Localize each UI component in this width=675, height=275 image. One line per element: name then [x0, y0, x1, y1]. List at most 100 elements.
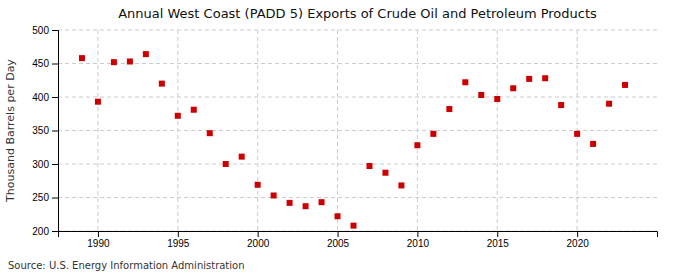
y-tick-label: 200 [32, 226, 49, 237]
x-tick: 1995 [167, 231, 190, 249]
point [95, 99, 101, 105]
point [398, 182, 404, 188]
point [223, 161, 229, 167]
point [271, 192, 277, 198]
point [159, 81, 165, 87]
y-tick-label: 300 [32, 159, 49, 170]
y-tick-label: 450 [32, 58, 49, 69]
y-tick-mark [52, 198, 58, 199]
point [207, 130, 213, 136]
x-tick-mark [98, 231, 99, 237]
y-grid-line [58, 164, 657, 165]
x-tick-label: 2020 [567, 238, 590, 249]
y-tick-mark [52, 164, 58, 165]
x-tick: 2015 [487, 231, 510, 249]
x-grid-line [177, 30, 178, 231]
point [255, 182, 261, 188]
point [143, 51, 149, 57]
x-tick-label: 2010 [407, 238, 430, 249]
point [319, 199, 325, 205]
point [414, 142, 420, 148]
point [366, 163, 372, 169]
y-tick-label: 500 [32, 25, 49, 36]
y-tick: 200 [32, 226, 58, 237]
point [462, 79, 468, 85]
point [430, 131, 436, 137]
y-tick-label: 350 [32, 125, 49, 136]
point [175, 113, 181, 119]
x-tick: 1990 [87, 231, 110, 249]
y-axis: 200 250 300 350 400 450 500 [32, 25, 58, 237]
x-tick-mark [178, 231, 179, 237]
y-tick: 250 [32, 192, 58, 203]
point [542, 75, 548, 81]
point [494, 96, 500, 102]
y-tick-mark [52, 131, 58, 132]
x-tick-mark [577, 231, 578, 237]
point [335, 213, 341, 219]
y-axis-line [52, 31, 59, 232]
x-grid-line [497, 30, 498, 231]
title: Annual West Coast (PADD 5) Exports of Cr… [118, 6, 597, 21]
point [590, 141, 596, 147]
point [446, 106, 452, 112]
points [79, 51, 628, 229]
y-tick: 500 [32, 25, 58, 36]
point [127, 58, 133, 64]
x-grid-line [417, 30, 418, 231]
x-tick-mark [417, 231, 418, 237]
x-axis: 1990 1995 2000 2005 2010 2015 2020 [59, 231, 658, 249]
y-grid-line [58, 197, 657, 198]
x-axis-line [59, 232, 658, 238]
y-tick-label: 250 [32, 192, 49, 203]
annotation: Source: U.S. Energy Information Administ… [8, 260, 245, 271]
y-tick-mark [52, 30, 58, 31]
x-grid-line [257, 30, 258, 231]
y-tick-mark [52, 64, 58, 65]
plot: 1990 1995 2000 2005 2010 2015 2020 200 250 300 350… [32, 25, 657, 249]
point [382, 170, 388, 176]
point [606, 101, 612, 107]
x-tick-mark [497, 231, 498, 237]
x-grid-line [337, 30, 338, 231]
point [351, 223, 357, 229]
chart: 1990 1995 2000 2005 2010 2015 2020 200 250 300 350… [0, 0, 675, 275]
point [574, 131, 580, 137]
x-tick: 2000 [247, 231, 270, 249]
point [303, 203, 309, 209]
point [79, 55, 85, 61]
x-tick-mark [338, 231, 339, 237]
x-tick-mark [258, 231, 259, 237]
y-grid-line [58, 97, 657, 98]
y-tick: 350 [32, 125, 58, 136]
y-grid-line [58, 30, 657, 31]
x-tick: 2005 [327, 231, 350, 249]
y-tick: 300 [32, 159, 58, 170]
x-tick: 2020 [567, 231, 590, 249]
y-axis-title: Thousand Barrels per Day [4, 59, 17, 203]
point [510, 85, 516, 91]
point [287, 200, 293, 206]
point [191, 107, 197, 113]
y-tick: 400 [32, 92, 58, 103]
point [526, 76, 532, 82]
x-tick-label: 2015 [487, 238, 510, 249]
point [478, 92, 484, 98]
x-tick: 2010 [407, 231, 430, 249]
y-tick-mark [52, 97, 58, 98]
point [622, 82, 628, 88]
point [558, 102, 564, 108]
y-grid-line [58, 63, 657, 64]
y-tick-mark [52, 231, 58, 232]
y-tick: 450 [32, 58, 58, 69]
x-grid-line [577, 30, 578, 231]
grid [58, 30, 657, 231]
x-tick-label: 1995 [167, 238, 190, 249]
y-tick-label: 400 [32, 92, 49, 103]
point [111, 59, 117, 65]
y-grid-line [58, 130, 657, 131]
x-tick-label: 1990 [87, 238, 110, 249]
point [239, 154, 245, 160]
x-tick-label: 2000 [247, 238, 270, 249]
x-tick-label: 2005 [327, 238, 350, 249]
